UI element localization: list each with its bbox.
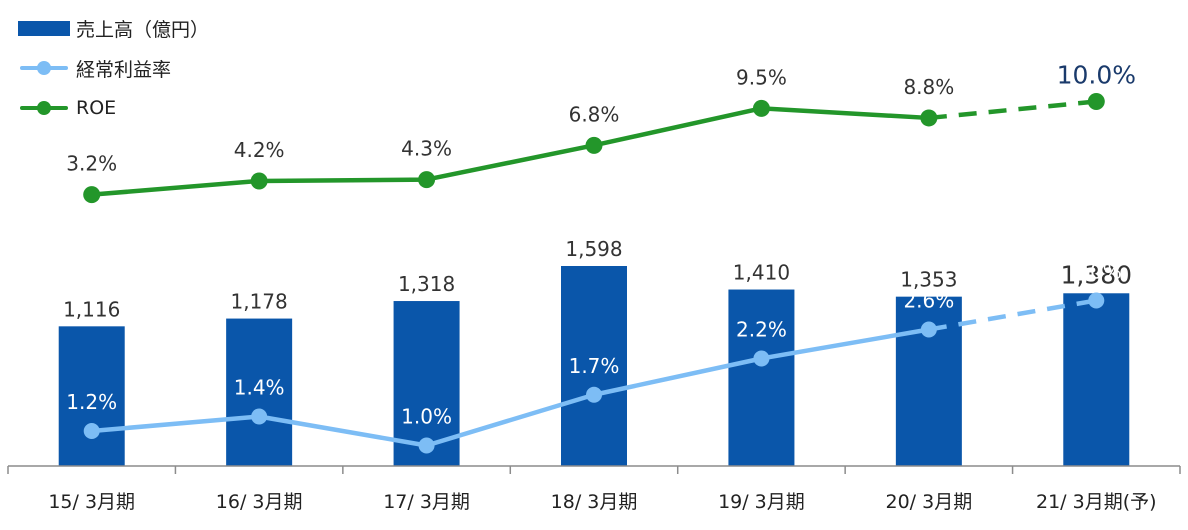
bar-value-label: 1,380 [1060, 260, 1132, 289]
roe-label: 8.8% [903, 75, 954, 99]
labels-layer: 1,116 1,178 1,318 1,598 1,410 1,353 1,380 1.2% 1… [63, 61, 1136, 429]
line-roe [89, 106, 932, 197]
legend-label-roe: ROE [76, 97, 117, 119]
bar-value-label: 1,353 [900, 268, 957, 292]
bar-value-label: 1,410 [733, 261, 790, 285]
point-ordinary-margin [753, 350, 770, 367]
x-tick-label: 21/ 3月期(予) [1036, 491, 1157, 513]
x-tick-label: 16/ 3月期 [216, 491, 303, 513]
legend-label-ordinary-margin: 経常利益率 [76, 58, 172, 81]
bar-sales [226, 318, 293, 466]
roe-label: 4.3% [401, 137, 452, 161]
ordinary-margin-label: 1.2% [66, 390, 117, 414]
legend: 売上高（億円） 経常利益率 ROE [12, 8, 209, 128]
roe-label: 10.0% [1057, 61, 1136, 90]
ordinary-margin-label: 3.0% [1071, 260, 1122, 284]
bar-sales [561, 266, 627, 466]
line-roe-forecast [928, 99, 1097, 121]
bars-layer [58, 266, 1130, 466]
bar-value-label: 1,178 [231, 290, 288, 314]
point-roe [1087, 93, 1105, 110]
x-tick-label: 20/ 3月期 [885, 491, 972, 513]
x-tick-label: 17/ 3月期 [383, 491, 470, 513]
legend-swatch-bar [12, 18, 70, 38]
point-roe [250, 172, 268, 190]
x-tick-label: 19/ 3月期 [718, 491, 805, 513]
bar-value-label: 1,598 [565, 237, 622, 261]
legend-label-sales: 売上高（億円） [76, 18, 210, 41]
legend-item-roe: ROE [12, 88, 209, 128]
point-ordinary-margin [418, 437, 435, 454]
point-ordinary-margin [920, 321, 937, 338]
point-roe [83, 186, 101, 204]
roe-label: 4.2% [234, 138, 285, 162]
roe-label: 6.8% [569, 102, 620, 126]
ordinary-margin-label: 1.0% [401, 405, 452, 429]
point-ordinary-margin [251, 408, 268, 425]
bar-value-label: 1,116 [63, 297, 120, 321]
point-ordinary-margin [83, 423, 100, 439]
point-roe [920, 109, 938, 127]
x-tick-label: 15/ 3月期 [48, 491, 135, 513]
ordinary-margin-label: 1.7% [569, 354, 620, 378]
line-ordinary-margin [89, 327, 932, 448]
ordinary-margin-label: 1.4% [234, 376, 285, 400]
legend-swatch-margin [12, 58, 70, 78]
bar-sales [728, 289, 795, 466]
legend-swatch-roe [12, 98, 70, 118]
ordinary-margin-label: 2.2% [736, 318, 787, 342]
x-tick-label: 18/ 3月期 [551, 491, 638, 513]
legend-item-sales: 売上高（億円） [12, 8, 209, 48]
x-axis: 15/ 3月期 16/ 3月期 17/ 3月期 18/ 3月期 19/ 3月期 20/ 3… [7, 465, 1181, 513]
bar-sales [1063, 293, 1130, 466]
ordinary-margin-label: 2.6% [903, 289, 954, 313]
bar-value-label: 1,318 [398, 272, 455, 296]
lines-layer [83, 93, 1105, 454]
roe-label: 3.2% [66, 152, 117, 176]
roe-label: 9.5% [736, 65, 787, 89]
point-roe [585, 136, 603, 154]
bar-sales [58, 326, 125, 466]
point-roe [418, 171, 436, 189]
point-roe [752, 99, 770, 117]
legend-item-ordinary-margin: 経常利益率 [12, 48, 209, 88]
point-ordinary-margin [586, 386, 602, 403]
point-ordinary-margin [1088, 292, 1105, 309]
